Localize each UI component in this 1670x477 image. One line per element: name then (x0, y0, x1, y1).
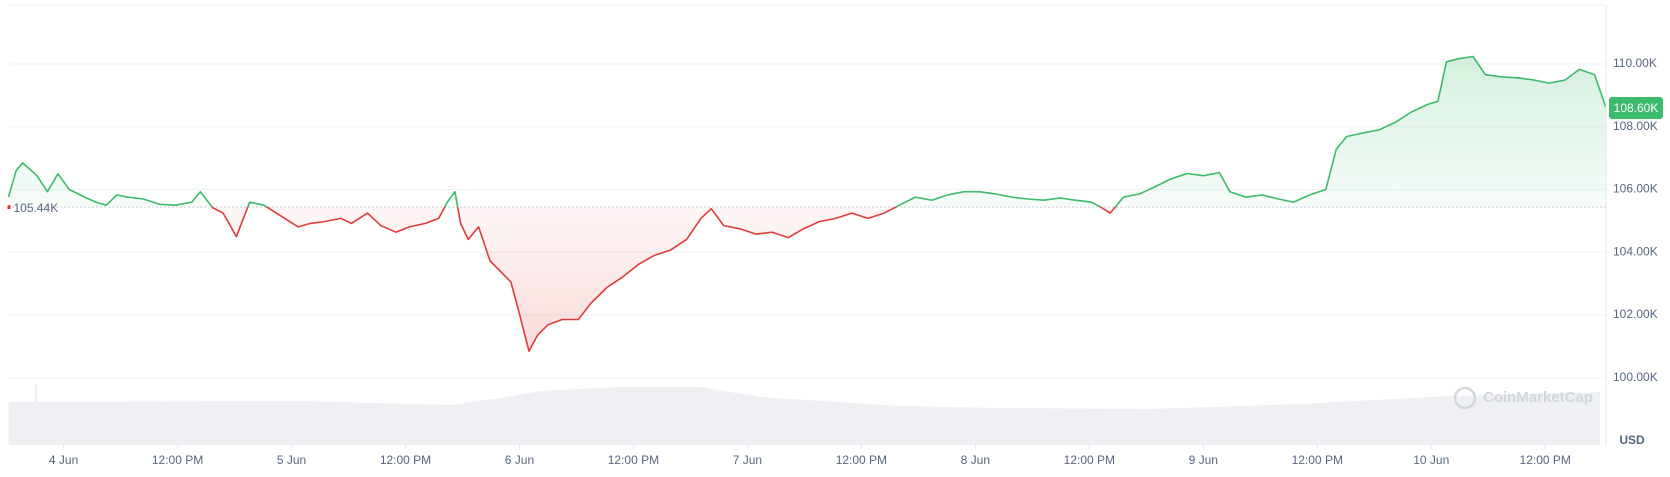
x-tick-label: 9 Jun (1189, 453, 1218, 467)
x-tick-label: 5 Jun (277, 453, 306, 467)
currency-label: USD (1619, 433, 1645, 447)
watermark-logo (1453, 386, 1477, 410)
y-tick-label: 102.00K (1613, 307, 1658, 321)
x-tick-label: 7 Jun (733, 453, 762, 467)
x-tick-label: 12:00 PM (836, 453, 887, 467)
x-tick-label: 10 Jun (1413, 453, 1449, 467)
last-price-label: 108.60K (1614, 101, 1659, 115)
y-tick-label: 108.00K (1613, 119, 1658, 133)
y-tick-label: 100.00K (1613, 370, 1658, 384)
x-tick-label: 4 Jun (49, 453, 78, 467)
price-area (8, 56, 1606, 352)
x-tick-label: 12:00 PM (608, 453, 659, 467)
y-tick-label: 104.00K (1613, 244, 1658, 258)
baseline-label: 105.44K (14, 201, 59, 215)
plot-layer: 105.44K 108.60K (7, 55, 1663, 352)
y-tick-label: 110.00K (1613, 56, 1657, 70)
y-tick-label: 106.00K (1613, 182, 1658, 196)
grid-layer (8, 63, 1606, 379)
x-tick-label: 8 Jun (961, 453, 990, 467)
x-tick-label: 12:00 PM (1064, 453, 1115, 467)
x-tick-label: 12:00 PM (1292, 453, 1343, 467)
watermark: CoinMarketCap (1483, 389, 1593, 406)
price-line (7, 55, 1607, 352)
last-price-badge (1609, 96, 1663, 119)
x-tick-label: 6 Jun (505, 453, 534, 467)
x-tick-label: 12:00 PM (380, 453, 431, 467)
x-tick-label: 12:00 PM (1520, 453, 1571, 467)
x-tick-label: 12:00 PM (152, 453, 203, 467)
volume-area (8, 387, 1600, 445)
